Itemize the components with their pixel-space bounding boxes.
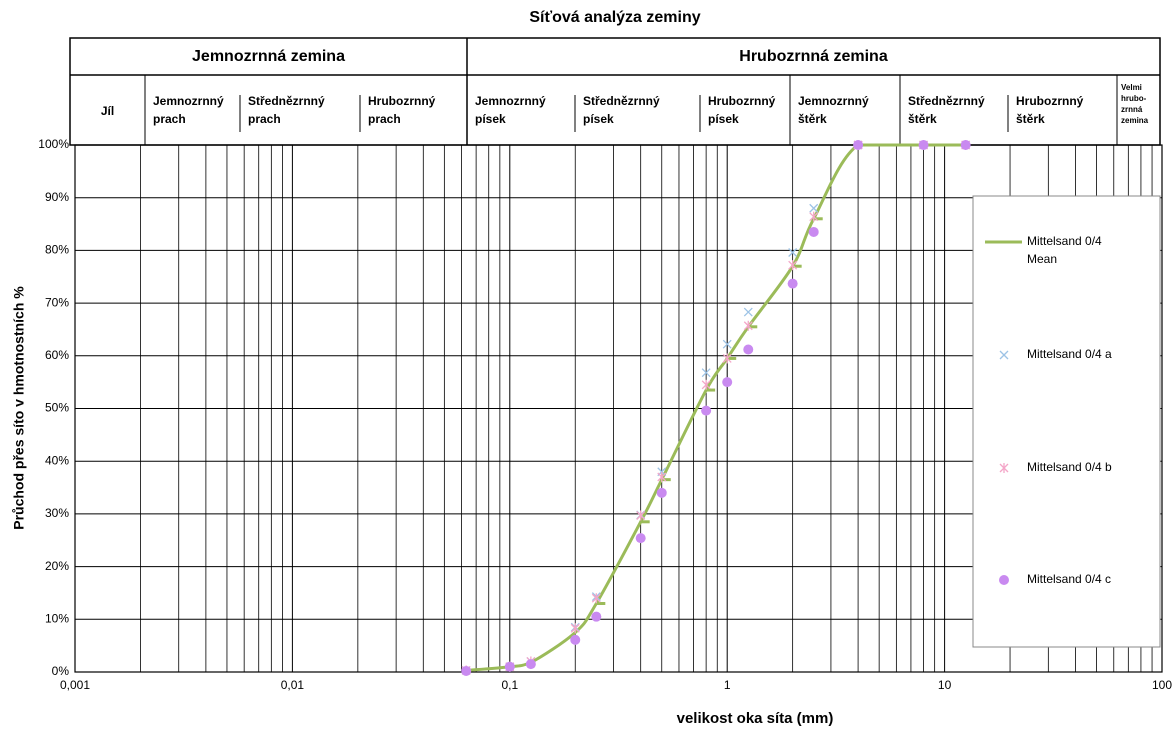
header-column: zrnná xyxy=(1121,105,1143,114)
marker-circle xyxy=(960,140,971,150)
x-tick-label: 1 xyxy=(724,678,731,692)
marker-circle xyxy=(461,665,472,676)
marker-circle xyxy=(504,661,515,672)
y-tick-label: 80% xyxy=(45,243,69,257)
legend-swatch xyxy=(999,350,1009,360)
header-column: Hrubozrnný xyxy=(368,94,436,108)
y-tick-label: 20% xyxy=(45,559,69,573)
marker-circle xyxy=(635,533,646,544)
marker-circle xyxy=(701,405,712,416)
marker-circle xyxy=(918,140,929,150)
marker-circle xyxy=(591,611,602,622)
header-group: Hrubozrnná zemina xyxy=(739,48,888,65)
marker-stroke xyxy=(701,368,711,378)
x-tick-label: 0,01 xyxy=(281,678,305,692)
header-column: zemina xyxy=(1121,116,1149,125)
marker-star xyxy=(722,353,732,364)
header-column: Jemnozrnný xyxy=(153,94,224,108)
legend-label: Mittelsand 0/4 Mean xyxy=(1027,234,1102,266)
legend-swatch xyxy=(999,575,1009,585)
header-column: prach xyxy=(153,112,186,126)
header-column: hrubo- xyxy=(1121,94,1147,103)
y-axis-label: Průchod přes síto v hmotnostních % xyxy=(11,286,27,530)
x-tick-label: 0,001 xyxy=(60,678,90,692)
header-column: štěrk xyxy=(798,112,827,126)
marker-circle xyxy=(787,278,798,289)
marker-star xyxy=(657,472,667,483)
x-tick-label: 100 xyxy=(1152,678,1172,692)
plot-border xyxy=(74,144,1163,673)
header-group: Jemnozrnná zemina xyxy=(192,48,345,65)
marker-circle xyxy=(570,634,581,645)
header-column: Střednězrnný xyxy=(583,94,660,108)
x-tick-label: 10 xyxy=(938,678,952,692)
legend-box xyxy=(972,195,1161,648)
y-tick-label: 90% xyxy=(45,190,69,204)
marker-star xyxy=(570,623,580,634)
legend-swatch xyxy=(999,463,1009,473)
marker-star xyxy=(591,593,601,604)
marker-circle xyxy=(743,344,754,355)
y-tick-label: 40% xyxy=(45,453,69,467)
marker-stroke xyxy=(788,248,798,257)
marker-stroke xyxy=(809,203,819,213)
legend-label: Mittelsand 0/4 c xyxy=(1027,572,1111,586)
marker-star xyxy=(701,379,711,390)
marker-x xyxy=(788,248,798,257)
y-tick-label: 30% xyxy=(45,506,69,520)
legend-label: Mittelsand 0/4 a xyxy=(1027,347,1112,361)
marker-x xyxy=(701,368,711,378)
marker-x xyxy=(809,203,819,213)
marker-star xyxy=(788,260,798,271)
y-tick-label: 0% xyxy=(52,664,70,678)
marker-circle xyxy=(853,140,864,150)
x-tick-label: 0,1 xyxy=(501,678,518,692)
header-column: písek xyxy=(583,112,614,126)
y-tick-label: 60% xyxy=(45,348,69,362)
header-column: písek xyxy=(708,112,739,126)
marker-circle xyxy=(808,226,819,237)
marker-circle xyxy=(722,377,733,388)
marker-star xyxy=(636,510,646,521)
header-column: Velmi xyxy=(1121,83,1142,92)
marker-circle xyxy=(525,659,536,670)
y-tick-label: 70% xyxy=(45,295,69,309)
chart-title: Síťová analýza zeminy xyxy=(529,9,700,26)
y-tick-label: 50% xyxy=(45,401,69,415)
legend-line: Mean xyxy=(1027,252,1057,266)
header-column: písek xyxy=(475,112,506,126)
marker-x xyxy=(743,307,753,317)
marker-x xyxy=(722,339,732,349)
legend-line: Mittelsand 0/4 xyxy=(1027,234,1102,248)
marker-stroke xyxy=(722,339,732,349)
header-column: Hrubozrnný xyxy=(708,94,776,108)
marker-star xyxy=(743,320,753,331)
marker-stroke xyxy=(743,307,753,317)
header-column: Střednězrnný xyxy=(908,94,985,108)
marker-star xyxy=(809,211,819,222)
header-column: štěrk xyxy=(1016,112,1045,126)
legend-label: Mittelsand 0/4 b xyxy=(1027,460,1112,474)
header-column: prach xyxy=(248,112,281,126)
y-tick-label: 100% xyxy=(38,137,69,151)
header-column: Střednězrnný xyxy=(248,94,325,108)
header-column: Jemnozrnný xyxy=(475,94,546,108)
marker-circle xyxy=(656,487,667,498)
y-tick-label: 10% xyxy=(45,611,69,625)
header-column: Jíl xyxy=(101,104,114,118)
marker-stroke xyxy=(999,350,1009,360)
header-column: prach xyxy=(368,112,401,126)
x-axis-label: velikost oka síta (mm) xyxy=(677,710,834,727)
header-column: Hrubozrnný xyxy=(1016,94,1084,108)
header-column: Jemnozrnný xyxy=(798,94,869,108)
header-column: štěrk xyxy=(908,112,937,126)
